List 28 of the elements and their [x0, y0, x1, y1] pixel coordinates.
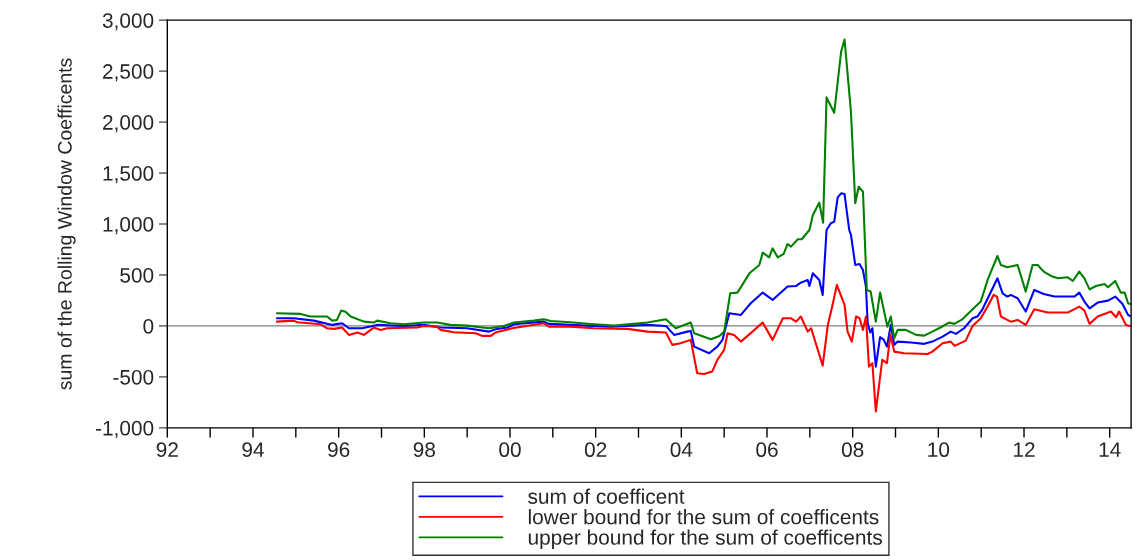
- x-tick-label: 08: [841, 442, 864, 458]
- x-tick-label: 10: [928, 442, 950, 458]
- y-tick-label: 2,000: [103, 115, 154, 133]
- y-tick-label: 3,000: [102, 13, 154, 31]
- y-axis-title: sum of the Rolling Window Coefficents: [57, 58, 76, 390]
- x-tick-label: 06: [756, 442, 778, 458]
- line-series: [275, 38, 1131, 341]
- x-tick-label: 96: [328, 442, 350, 458]
- y-tick-label: 500: [120, 267, 154, 283]
- legend-label: lower bound for the sum of coefficents: [528, 509, 879, 525]
- y-tick-label: -1,000: [95, 420, 154, 439]
- y-tick-label: 1,500: [103, 166, 154, 184]
- x-tick-label: 92: [156, 442, 178, 458]
- line-series: [275, 192, 1131, 368]
- legend-label: sum of coefficent: [528, 488, 685, 504]
- legend-label: upper bound for the sum of coefficents: [528, 529, 882, 549]
- x-tick-label: 94: [242, 442, 264, 458]
- y-tick-label: 1,000: [103, 217, 154, 235]
- y-tick-label: 0: [143, 318, 154, 334]
- x-tick-label: 14: [1099, 442, 1121, 457]
- y-tick-label: 2,500: [103, 64, 154, 82]
- y-tick-label: -500: [113, 369, 154, 385]
- x-tick-label: 00: [499, 442, 521, 458]
- x-tick-label: 02: [584, 442, 607, 458]
- x-tick-label: 12: [1014, 442, 1035, 457]
- line-series: [275, 283, 1131, 413]
- x-tick-label: 98: [413, 442, 436, 458]
- x-tick-label: 04: [670, 442, 693, 458]
